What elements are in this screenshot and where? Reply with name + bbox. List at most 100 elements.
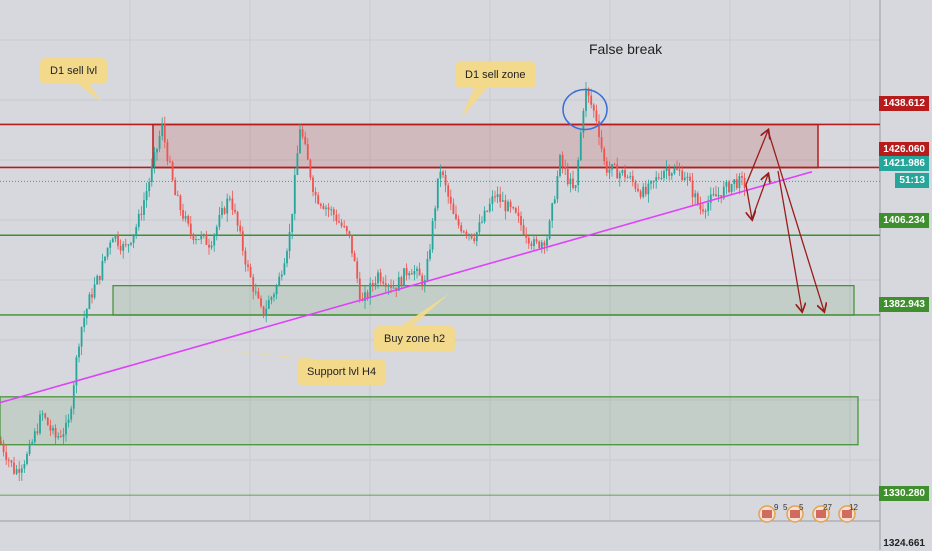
candle-body bbox=[548, 220, 551, 239]
projection-arrow-down-2 bbox=[777, 170, 802, 311]
candle-body bbox=[247, 264, 249, 267]
candle-body bbox=[322, 205, 325, 209]
candle-body bbox=[335, 214, 338, 222]
candle-body bbox=[501, 200, 504, 202]
candle-body bbox=[330, 209, 333, 211]
candle-body bbox=[325, 207, 327, 209]
candle-body bbox=[704, 211, 707, 213]
candle-body bbox=[88, 294, 91, 310]
candle-body bbox=[192, 234, 195, 241]
candle-body bbox=[249, 266, 252, 278]
candle-body bbox=[273, 294, 275, 298]
candle-body bbox=[91, 294, 93, 298]
candle-body bbox=[327, 207, 330, 210]
candle-body bbox=[618, 173, 621, 179]
candle-body bbox=[200, 235, 203, 240]
event-badge-2[interactable]: 5 bbox=[783, 503, 788, 512]
candle-body bbox=[150, 166, 153, 183]
candle-body bbox=[416, 268, 418, 271]
price-label-1426: 1426.060 bbox=[879, 142, 929, 157]
false-break-circle bbox=[562, 88, 608, 131]
candle-body bbox=[234, 209, 236, 212]
candle-body bbox=[442, 171, 444, 176]
candle-body bbox=[254, 291, 257, 293]
candle-body bbox=[137, 213, 140, 227]
candle-body bbox=[735, 179, 738, 189]
candle-body bbox=[691, 180, 694, 198]
candle-body bbox=[390, 285, 392, 288]
candle-body bbox=[127, 244, 130, 246]
event-badge-4[interactable]: 27 bbox=[823, 503, 832, 512]
candle-body bbox=[449, 196, 452, 204]
buy-zone-tail bbox=[398, 293, 450, 328]
candle-body bbox=[624, 170, 626, 178]
candle-body bbox=[135, 226, 138, 235]
candle-body bbox=[231, 198, 234, 210]
candle-body bbox=[403, 268, 405, 286]
candle-body bbox=[629, 176, 632, 178]
candle-body bbox=[470, 234, 473, 239]
candle-body bbox=[400, 277, 403, 286]
event-flag bbox=[762, 510, 772, 518]
candle-body bbox=[488, 203, 491, 212]
event-badge-5[interactable]: 12 bbox=[849, 503, 858, 512]
candle-body bbox=[426, 258, 429, 281]
candle-body bbox=[579, 132, 582, 160]
candle-body bbox=[174, 179, 177, 196]
candle-body bbox=[483, 210, 486, 222]
candle-body bbox=[683, 177, 686, 180]
candle-body bbox=[642, 186, 645, 197]
candle-body bbox=[13, 462, 15, 474]
candle-body bbox=[98, 275, 101, 280]
candle-body bbox=[639, 191, 642, 197]
candle-body bbox=[538, 241, 541, 249]
candle-body bbox=[525, 234, 528, 238]
candle-body bbox=[221, 208, 223, 216]
candle-body bbox=[707, 202, 710, 212]
candle-body bbox=[348, 231, 351, 235]
price-label-1330: 1330.280 bbox=[879, 486, 929, 501]
candle-body bbox=[286, 251, 288, 264]
candle-body bbox=[44, 413, 47, 418]
d1-sell-zone-tail bbox=[461, 88, 487, 118]
candle-body bbox=[275, 285, 278, 295]
candle-body bbox=[371, 283, 374, 285]
candle-body bbox=[673, 168, 676, 174]
candle-body bbox=[283, 263, 286, 275]
candle-body bbox=[124, 244, 127, 246]
candle-body bbox=[460, 225, 463, 232]
candle-body bbox=[431, 220, 434, 250]
candle-body bbox=[743, 177, 746, 188]
candle-body bbox=[104, 256, 106, 261]
candle-body bbox=[647, 183, 650, 195]
candle-body bbox=[434, 208, 437, 221]
candle-body bbox=[59, 436, 62, 438]
event-badge-3[interactable]: 5 bbox=[799, 503, 804, 512]
candle-body bbox=[384, 283, 387, 287]
candle-body bbox=[507, 201, 509, 212]
candle-body bbox=[379, 272, 382, 282]
candle-body bbox=[681, 170, 684, 180]
candle-body bbox=[49, 425, 52, 431]
candle-body bbox=[267, 300, 270, 309]
candle-body bbox=[382, 281, 385, 284]
candle-body bbox=[101, 260, 104, 280]
candle-body bbox=[725, 181, 728, 187]
candle-body bbox=[85, 309, 88, 319]
candle-body bbox=[631, 176, 634, 182]
candle-body bbox=[564, 166, 567, 170]
candle-body bbox=[114, 235, 117, 239]
candle-body bbox=[96, 275, 99, 285]
candle-body bbox=[473, 238, 476, 242]
candle-body bbox=[215, 226, 218, 235]
candle-body bbox=[75, 357, 78, 386]
candle-body bbox=[452, 203, 455, 214]
candle-body bbox=[80, 327, 83, 347]
candle-body bbox=[447, 185, 450, 197]
candle-body bbox=[52, 427, 54, 431]
candle-body bbox=[314, 191, 317, 196]
candle-body bbox=[600, 137, 603, 149]
event-badge-1[interactable]: 9 bbox=[774, 503, 779, 512]
candle-body bbox=[15, 469, 18, 474]
candle-body bbox=[239, 225, 242, 232]
